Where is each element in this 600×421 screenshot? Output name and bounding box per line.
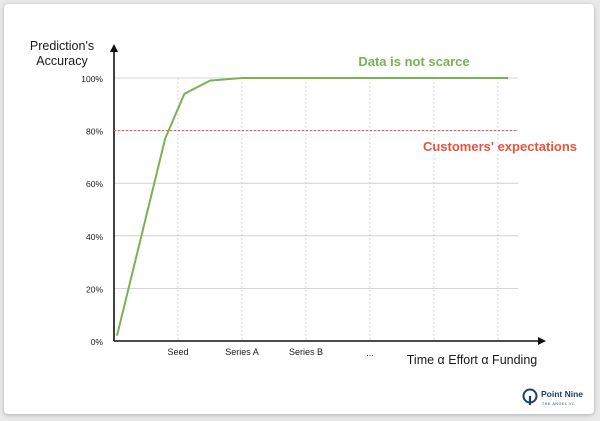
axes-layer xyxy=(110,44,546,345)
x-tick-label: Series B xyxy=(289,347,323,357)
y-tick-label: 80% xyxy=(86,127,103,137)
series-label: Data is not scarce xyxy=(358,54,469,69)
x-axis-label: Time α Effort α Funding xyxy=(407,353,538,367)
label-layer: Prediction's Accuracy Time α Effort α Fu… xyxy=(30,39,577,367)
brand-logo: Point Nine THE ANGEL VC xyxy=(522,388,583,406)
y-tick-label: 20% xyxy=(86,284,103,294)
chart-card xyxy=(4,4,594,414)
brand-name: Point Nine xyxy=(541,389,583,399)
series-line-data-is-not-scarce xyxy=(116,77,508,336)
y-axis-arrow xyxy=(110,44,118,52)
series-layer xyxy=(114,77,518,336)
x-tick-label: Seed xyxy=(167,347,188,357)
brand-tagline: THE ANGEL VC xyxy=(542,402,575,406)
x-axis-arrow xyxy=(538,337,546,345)
tick-layer: 0% 20% 40% 60% 80% 100% Seed Series A Series B..… xyxy=(81,74,374,358)
y-axis-label-line-2: Accuracy xyxy=(36,54,88,68)
y-tick-label: 100% xyxy=(81,74,103,84)
reference-line-label: Customers' expectations xyxy=(423,139,577,154)
y-axis-label-line-1: Prediction's xyxy=(30,39,94,53)
y-tick-label: 40% xyxy=(86,232,103,242)
x-tick-label: Series A xyxy=(225,347,259,357)
y-tick-label: 0% xyxy=(91,337,104,347)
x-tick-label: ... xyxy=(366,348,374,358)
y-tick-label: 60% xyxy=(86,179,103,189)
